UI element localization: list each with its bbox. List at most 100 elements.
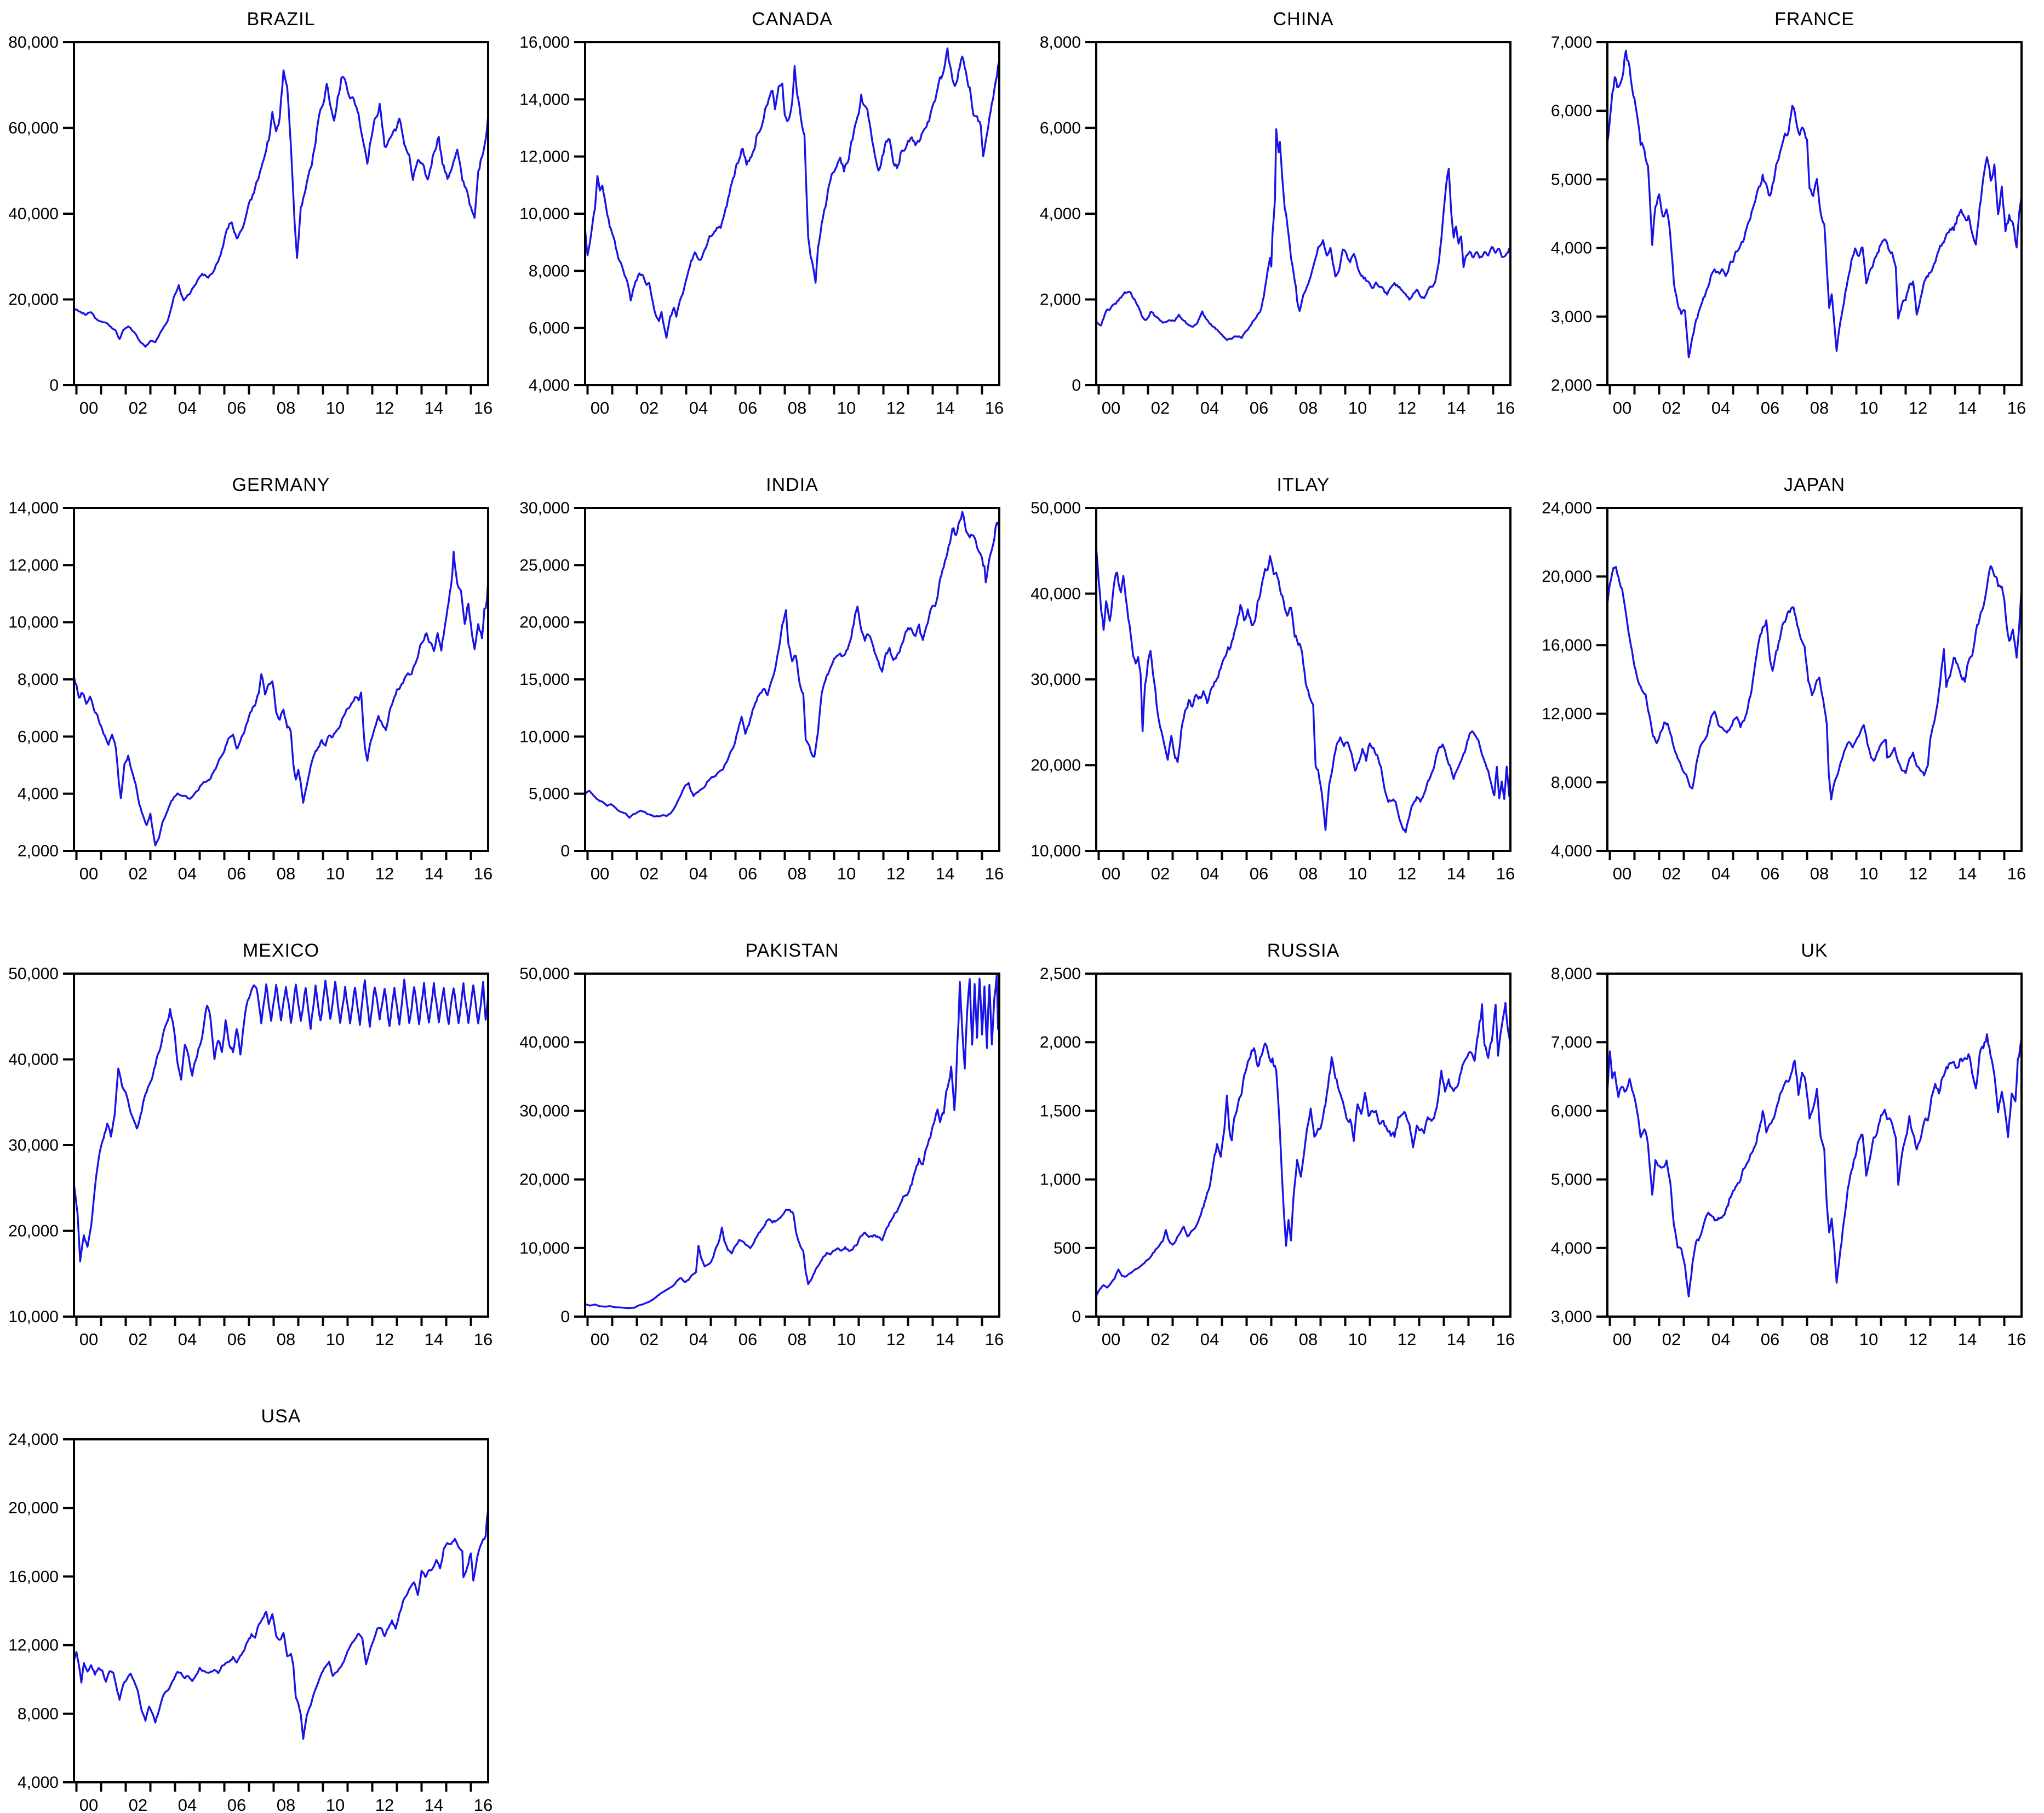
svg-text:4,000: 4,000 — [18, 1774, 59, 1792]
chart-panel-germany: GERMANY 2,000 4,000 6,000 8,000 10,000 12,000 1… — [0, 466, 511, 931]
chart-title: RUSSIA — [1267, 940, 1340, 961]
svg-text:5,000: 5,000 — [529, 785, 570, 803]
svg-text:2,000: 2,000 — [1551, 376, 1592, 394]
brazil-plot-canvas: 0 20,000 40,000 60,000 80,000 00 02 04 06 08 10 12 1… — [8, 33, 493, 417]
svg-text:00: 00 — [1613, 864, 1631, 883]
svg-text:10,000: 10,000 — [8, 614, 59, 632]
svg-text:10: 10 — [837, 398, 856, 417]
svg-text:04: 04 — [1711, 1330, 1730, 1349]
svg-text:10,000: 10,000 — [8, 1308, 59, 1326]
svg-text:20,000: 20,000 — [8, 291, 59, 309]
svg-text:2,000: 2,000 — [1040, 291, 1081, 309]
svg-text:16: 16 — [985, 398, 1004, 417]
svg-text:00: 00 — [79, 1330, 98, 1349]
svg-text:14: 14 — [1958, 1330, 1977, 1349]
chart-panel-china: CHINA 0 2,000 4,000 6,000 8,000 00 02 04 06 08 10 12… — [1022, 0, 1533, 466]
svg-text:12,000: 12,000 — [8, 556, 59, 574]
svg-text:20,000: 20,000 — [1542, 568, 1592, 586]
svg-text:00: 00 — [1102, 1330, 1120, 1349]
svg-text:12,000: 12,000 — [8, 1637, 59, 1655]
svg-text:04: 04 — [178, 1795, 197, 1813]
svg-text:02: 02 — [640, 398, 659, 417]
svg-text:12: 12 — [375, 398, 394, 417]
svg-text:6,000: 6,000 — [1551, 1102, 1592, 1120]
svg-text:08: 08 — [1810, 1330, 1829, 1349]
svg-text:08: 08 — [1810, 864, 1829, 883]
svg-text:06: 06 — [227, 398, 246, 417]
svg-text:8,000: 8,000 — [1551, 965, 1592, 983]
svg-text:12: 12 — [886, 1330, 905, 1349]
svg-text:14,000: 14,000 — [519, 90, 570, 108]
svg-text:16: 16 — [985, 1330, 1004, 1349]
svg-text:06: 06 — [738, 398, 757, 417]
itlay-plot-canvas: 10,000 20,000 30,000 40,000 50,000 00 02 04 06 08… — [1030, 499, 1515, 883]
chart-panel-russia: RUSSIA 0 500 1,000 1,500 2,000 2,500 00 02 04 06 08… — [1022, 931, 1533, 1397]
svg-text:14: 14 — [425, 398, 443, 417]
svg-text:0: 0 — [1072, 1308, 1081, 1326]
svg-text:12,000: 12,000 — [519, 148, 570, 166]
chart-title: BRAZIL — [247, 9, 316, 30]
svg-text:10,000: 10,000 — [519, 728, 570, 746]
svg-text:08: 08 — [1810, 398, 1829, 417]
svg-text:6,000: 6,000 — [1551, 102, 1592, 120]
svg-text:5,000: 5,000 — [1551, 1171, 1592, 1189]
svg-text:00: 00 — [79, 864, 98, 883]
svg-text:1,000: 1,000 — [1040, 1171, 1081, 1189]
svg-text:08: 08 — [1299, 398, 1318, 417]
svg-text:02: 02 — [129, 398, 147, 417]
svg-text:30,000: 30,000 — [519, 1102, 570, 1120]
svg-text:10: 10 — [1859, 1330, 1878, 1349]
svg-text:00: 00 — [1102, 864, 1120, 883]
chart-title: MEXICO — [242, 940, 320, 961]
india-plot-canvas: 0 5,000 10,000 15,000 20,000 25,000 30,000 00 02… — [519, 499, 1004, 883]
svg-text:30,000: 30,000 — [8, 1136, 59, 1154]
svg-text:06: 06 — [1761, 864, 1779, 883]
svg-text:00: 00 — [1613, 1330, 1631, 1349]
germany-plot-canvas: 2,000 4,000 6,000 8,000 10,000 12,000 14,000 00… — [8, 499, 493, 883]
svg-text:16: 16 — [2007, 864, 2026, 883]
mexico-plot-canvas: 10,000 20,000 30,000 40,000 50,000 00 02 04 06 08… — [8, 965, 493, 1349]
svg-text:8,000: 8,000 — [529, 262, 570, 280]
svg-text:50,000: 50,000 — [519, 965, 570, 983]
svg-text:08: 08 — [277, 1330, 295, 1349]
svg-text:8,000: 8,000 — [18, 671, 59, 689]
svg-text:00: 00 — [591, 864, 609, 883]
svg-text:08: 08 — [1299, 1330, 1318, 1349]
chart-panel-brazil: BRAZIL 0 20,000 40,000 60,000 80,000 00 02 04 06 0… — [0, 0, 511, 466]
svg-text:4,000: 4,000 — [18, 785, 59, 803]
svg-text:02: 02 — [129, 1330, 147, 1349]
svg-text:00: 00 — [1613, 398, 1631, 417]
svg-text:04: 04 — [178, 864, 197, 883]
svg-text:30,000: 30,000 — [519, 499, 570, 517]
svg-text:3,000: 3,000 — [1551, 308, 1592, 326]
svg-text:10: 10 — [326, 1795, 345, 1813]
svg-text:1,500: 1,500 — [1040, 1102, 1081, 1120]
svg-text:16,000: 16,000 — [519, 33, 570, 52]
svg-text:04: 04 — [1200, 1330, 1219, 1349]
svg-text:04: 04 — [689, 864, 708, 883]
russia-plot-canvas: 0 500 1,000 1,500 2,000 2,500 00 02 04 06 08 10 12 14… — [1040, 965, 1515, 1349]
chart-title: CANADA — [752, 9, 833, 30]
svg-text:20,000: 20,000 — [1030, 757, 1081, 775]
svg-text:14: 14 — [1447, 398, 1465, 417]
svg-text:08: 08 — [788, 398, 806, 417]
svg-text:10: 10 — [1348, 398, 1367, 417]
svg-text:20,000: 20,000 — [519, 614, 570, 632]
svg-text:04: 04 — [1200, 398, 1219, 417]
svg-text:25,000: 25,000 — [519, 556, 570, 574]
svg-text:08: 08 — [277, 864, 295, 883]
svg-text:20,000: 20,000 — [8, 1499, 59, 1517]
svg-text:14: 14 — [1958, 864, 1977, 883]
svg-text:8,000: 8,000 — [1551, 774, 1592, 792]
svg-text:16: 16 — [1496, 864, 1515, 883]
svg-text:16: 16 — [1496, 398, 1515, 417]
svg-text:12: 12 — [886, 864, 905, 883]
chart-panel-usa: USA 4,000 8,000 12,000 16,000 20,000 24,000 00 0… — [0, 1397, 511, 1813]
svg-text:16: 16 — [474, 398, 493, 417]
uk-plot-canvas: 3,000 4,000 5,000 6,000 7,000 8,000 00 02 04 06 08… — [1551, 965, 2026, 1349]
svg-text:14: 14 — [425, 864, 443, 883]
svg-text:10: 10 — [1348, 864, 1367, 883]
svg-text:14: 14 — [936, 864, 954, 883]
svg-text:16,000: 16,000 — [1542, 636, 1592, 654]
